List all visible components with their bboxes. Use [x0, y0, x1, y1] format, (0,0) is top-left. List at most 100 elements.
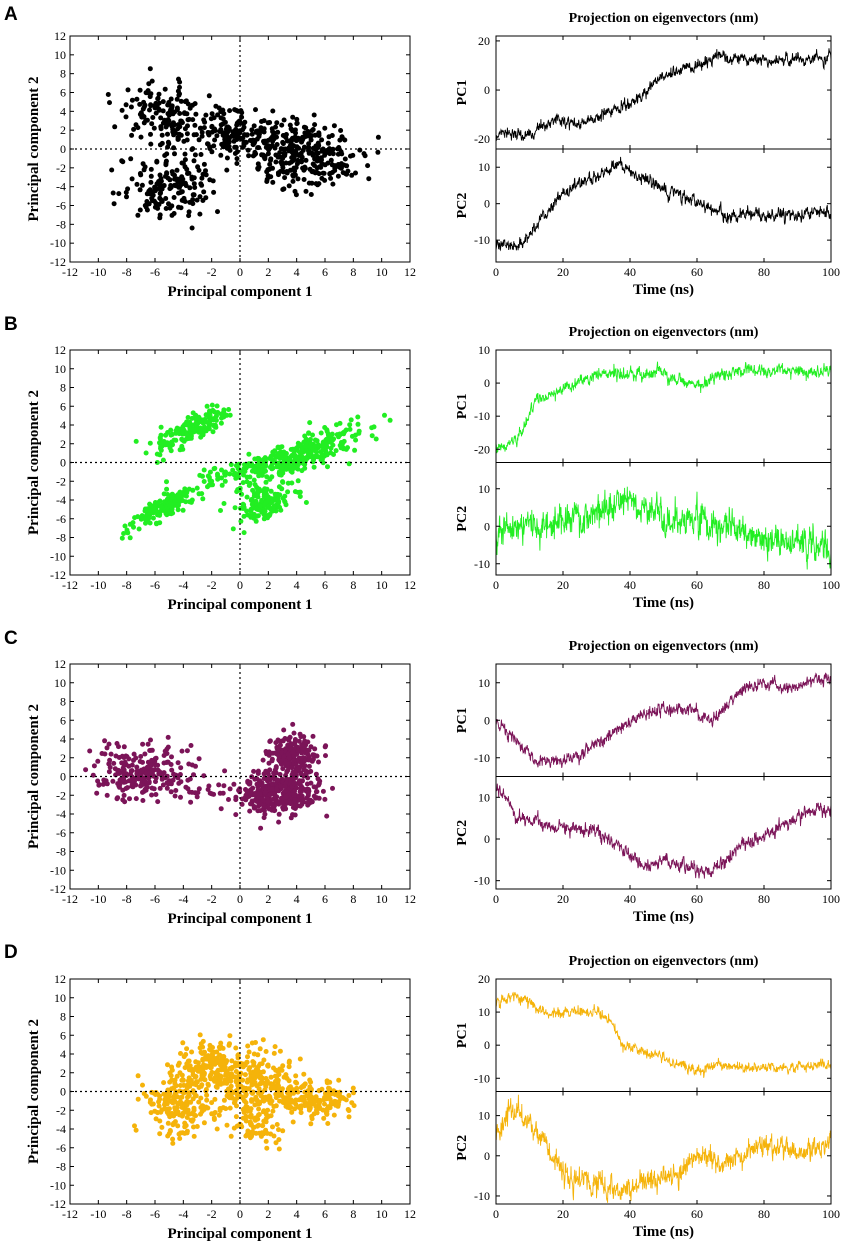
scatter-point-765	[306, 1107, 312, 1113]
scatter-point-597	[242, 1062, 248, 1068]
scatter-point-712	[290, 769, 296, 775]
x-tick-label: 6	[322, 892, 328, 906]
scatter-point-320	[249, 127, 255, 133]
scatter-point-506	[226, 137, 232, 143]
scatter-point-403	[207, 146, 213, 152]
scatter-point-330	[273, 740, 279, 746]
scatter-point-352	[188, 1099, 194, 1105]
scatter-point-108	[212, 415, 218, 421]
scatter-point-172	[148, 179, 154, 185]
scatter-point-604	[314, 438, 320, 444]
scatter-point-368	[197, 1067, 203, 1073]
scatter-point-259	[161, 183, 166, 189]
x-tick-label: 0	[237, 578, 243, 592]
y-tick-label: -8	[56, 531, 66, 545]
scatter-point-245	[164, 171, 170, 177]
scatter-point-736	[240, 501, 246, 507]
scatter-point-707	[295, 478, 301, 484]
scatter-point-23	[197, 1032, 203, 1038]
scatter-point-813	[287, 456, 293, 462]
scatter-point-756	[335, 162, 341, 167]
scatter-point-692	[276, 484, 282, 490]
scatter-point-487	[258, 125, 264, 131]
scatter-point-111	[175, 88, 181, 94]
scatter-point-606	[337, 420, 343, 426]
scatter-point-599	[310, 161, 316, 167]
pc1-frame	[495, 35, 832, 150]
scatter-point-791	[291, 781, 297, 787]
scatter-point-87	[149, 78, 155, 84]
projection-plot-a: Projection on eigenvectors (nm) 20 0 -20 PC1…	[455, 11, 840, 298]
scatter-point-153	[95, 758, 101, 764]
scatter-point-761	[288, 159, 294, 165]
scatter-point-427	[273, 124, 278, 130]
scatter-point-113	[116, 783, 122, 789]
scatter-point-101	[126, 763, 132, 769]
x-tick-label: 8	[350, 1207, 356, 1221]
scatter-point-315	[149, 1089, 155, 1095]
scatter-point-186	[198, 1095, 204, 1101]
pc2-y-tick-label: 0	[484, 197, 490, 211]
scatter-point-275	[159, 1124, 165, 1130]
scatter-point-9	[128, 104, 134, 110]
scatter-point-341	[199, 129, 205, 135]
scatter-point-304	[153, 506, 158, 512]
x-tick-label: -8	[122, 892, 132, 906]
scatter-point-794	[265, 778, 270, 784]
scatter-point-521	[325, 140, 331, 146]
scatter-point-510	[279, 1067, 285, 1073]
y-tick-label: -12	[50, 882, 66, 896]
scatter-point-653	[264, 179, 270, 184]
scatter-point-252	[185, 786, 191, 792]
scatter-point-757	[270, 507, 276, 513]
scatter-point-471	[218, 152, 224, 158]
scatter-point-431	[295, 466, 301, 472]
scatter-point-74	[169, 103, 175, 109]
scatter-point-481	[159, 140, 165, 146]
scatter-point-443	[159, 132, 165, 138]
scatter-point-573	[237, 1063, 243, 1069]
scatter-point-736	[322, 1094, 328, 1100]
scatter-point-786	[291, 792, 297, 798]
scatter-point-668	[281, 146, 286, 152]
scatter-point-264	[185, 1111, 191, 1117]
scatter-point-778	[211, 466, 217, 472]
y-tick-label: 4	[60, 104, 66, 118]
pc1-y-tick-label: -10	[474, 1071, 490, 1085]
scatter-point-465	[322, 744, 328, 750]
scatter-point-732	[303, 1102, 309, 1108]
scatter-point-195	[142, 786, 148, 792]
scatter-point-711	[241, 530, 247, 536]
scatter-point-29	[178, 1051, 183, 1056]
scatter-point-817	[243, 1118, 249, 1124]
x-tick-label: 4	[294, 265, 300, 279]
scatter-point-508	[249, 131, 255, 137]
scatter-point-578	[304, 449, 310, 454]
y-tick-label: 0	[60, 770, 66, 784]
scatter-point-758	[319, 1086, 325, 1092]
scatter-point-527	[257, 1081, 263, 1087]
scatter-point-835	[256, 1122, 262, 1128]
scatter-point-346	[184, 1115, 190, 1120]
time-tick-label: 40	[624, 578, 636, 592]
scatter-point-257	[123, 189, 129, 195]
scatter-point-543	[218, 1074, 224, 1080]
time-tick-label: 80	[758, 892, 770, 906]
scatter-point-107	[112, 124, 118, 130]
scatter-point-740	[248, 508, 254, 514]
scatter-point-511	[263, 479, 269, 485]
scatter-point-529	[246, 1049, 252, 1055]
scatter-point-137	[197, 1045, 203, 1051]
scatter-point-734	[258, 1093, 264, 1099]
scatter-point-189	[201, 189, 207, 195]
scatter-point-576	[252, 1096, 258, 1102]
scatter-point-269	[170, 1136, 176, 1142]
x-tick-label: -4	[178, 1207, 188, 1221]
scatter-point-579	[272, 1044, 278, 1050]
scatter-point-221	[196, 756, 202, 762]
y-tick-label: 8	[60, 695, 66, 709]
scatter-point-719	[280, 133, 286, 138]
x-tick-label: -4	[178, 892, 188, 906]
time-tick-label: 20	[557, 578, 569, 592]
scatter-point-291	[193, 1093, 199, 1099]
